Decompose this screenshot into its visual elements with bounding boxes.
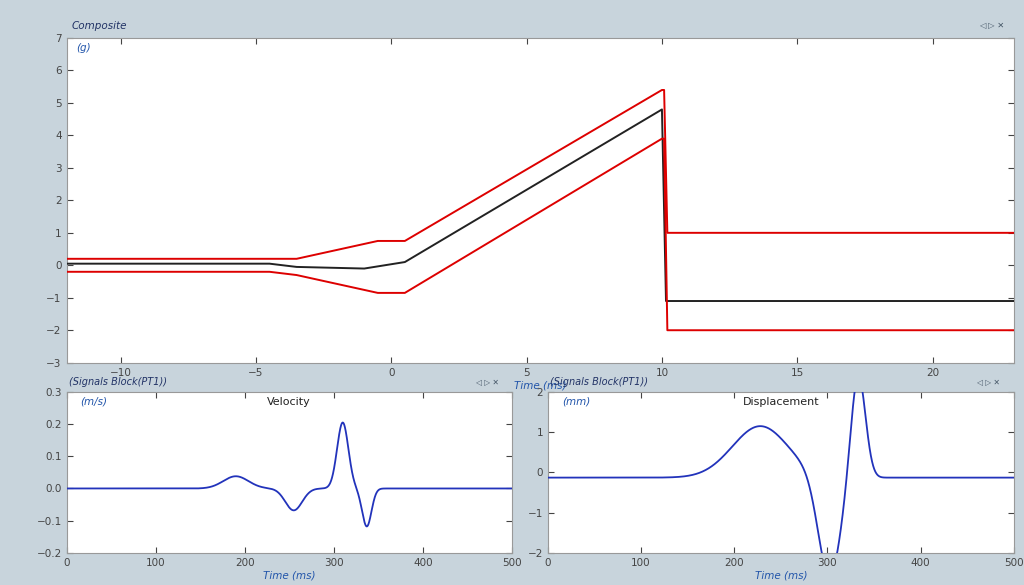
X-axis label: Time (ms): Time (ms)	[755, 570, 807, 580]
X-axis label: Time (ms): Time (ms)	[514, 380, 566, 390]
Text: Displacement: Displacement	[742, 397, 819, 407]
Text: (g): (g)	[76, 43, 91, 53]
Text: (Signals Block(PT1)): (Signals Block(PT1))	[69, 377, 167, 387]
Text: (Signals Block(PT1)): (Signals Block(PT1))	[550, 377, 648, 387]
Text: (mm): (mm)	[562, 397, 590, 407]
Text: Composite: Composite	[72, 21, 127, 31]
Text: ◁ ▷ ✕: ◁ ▷ ✕	[977, 378, 999, 387]
Text: (m/s): (m/s)	[80, 397, 106, 407]
Text: Velocity: Velocity	[267, 397, 311, 407]
X-axis label: Time (ms): Time (ms)	[263, 570, 315, 580]
Text: ◁ ▷ ✕: ◁ ▷ ✕	[979, 21, 1005, 30]
Text: ◁ ▷ ✕: ◁ ▷ ✕	[476, 378, 499, 387]
